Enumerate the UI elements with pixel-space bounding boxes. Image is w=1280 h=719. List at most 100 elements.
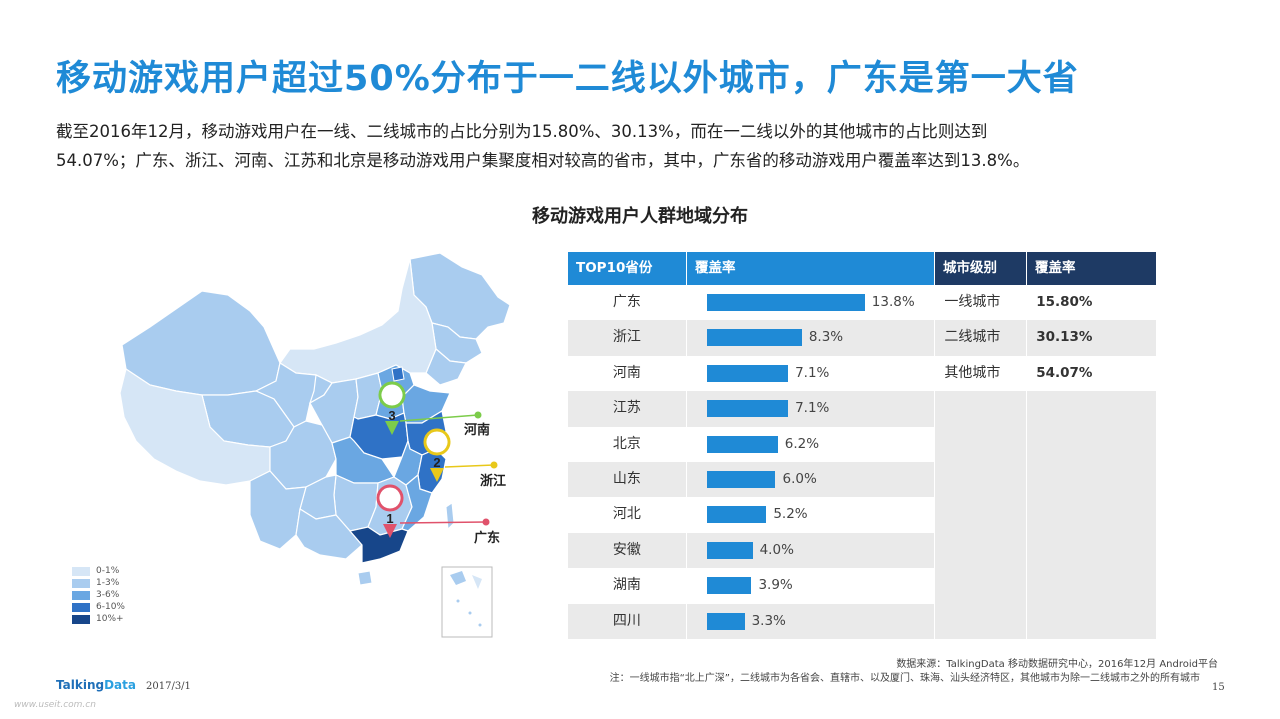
table-row: 河北 5.2% bbox=[568, 497, 1156, 533]
watermark: www.useit.com.cn bbox=[14, 700, 96, 710]
bar-cell: 7.1% bbox=[685, 391, 935, 427]
province-label: 河北 bbox=[612, 506, 641, 523]
tier-cell bbox=[934, 568, 1027, 604]
map-pin-icon: 2 bbox=[423, 428, 451, 482]
table-row: 江苏 7.1% bbox=[568, 391, 1156, 427]
callout-dot bbox=[490, 461, 498, 469]
coverage-bar bbox=[706, 506, 767, 524]
tier-rate-cell bbox=[1026, 568, 1156, 604]
legend-item: 0-1% bbox=[72, 565, 125, 577]
bar-cell: 5.2% bbox=[685, 497, 935, 533]
tier-rate-cell: 54.07% bbox=[1026, 355, 1156, 392]
tier-cell bbox=[934, 532, 1026, 569]
bar-cell: 3.9% bbox=[685, 568, 935, 604]
tier-cell bbox=[934, 391, 1026, 427]
legend-swatch bbox=[72, 590, 90, 600]
map-legend: 0-1% 1-3% 3-6% 6-10% 10%+ bbox=[72, 565, 125, 625]
header-province: TOP10省份 bbox=[568, 252, 686, 285]
province-label: 湖南 bbox=[612, 577, 641, 594]
tier-cell bbox=[934, 461, 1026, 498]
legend-swatch bbox=[72, 578, 90, 588]
coverage-bar bbox=[706, 577, 752, 595]
tier-rate-cell bbox=[1026, 497, 1156, 533]
svg-text:2: 2 bbox=[433, 455, 440, 470]
bar-value-label: 5.2% bbox=[773, 506, 808, 523]
province-label: 河南 bbox=[612, 364, 641, 381]
map-label-zhejiang: 浙江 bbox=[480, 474, 507, 489]
tier-rate-cell: 30.13% bbox=[1026, 320, 1156, 356]
table-row: 山东 6.0% bbox=[568, 461, 1156, 498]
tier-rate-cell bbox=[1026, 532, 1156, 569]
bar-cell: 13.8% bbox=[685, 285, 935, 321]
description: 截至2016年12月，移动游戏用户在一线、二线城市的占比分别为15.80%、30… bbox=[56, 117, 1236, 175]
table-row: 河南 7.1% 其他城市 54.07% bbox=[568, 355, 1156, 392]
legend-item: 3-6% bbox=[72, 589, 125, 601]
tier-cell: 二线城市 bbox=[934, 320, 1026, 356]
coverage-bar bbox=[706, 612, 745, 630]
tier-rate-cell: 15.80% bbox=[1026, 285, 1156, 321]
bar-value-label: 13.8% bbox=[871, 294, 915, 310]
table-row: 安徽 4.0% bbox=[568, 532, 1156, 569]
date: 2017/3/1 bbox=[146, 681, 191, 692]
header-tier: 城市级别 bbox=[934, 252, 1026, 285]
callout-dot bbox=[482, 518, 490, 526]
bar-value-label: 6.2% bbox=[784, 435, 820, 452]
bar-value-label: 6.0% bbox=[782, 470, 817, 487]
province-label: 浙江 bbox=[612, 329, 641, 346]
province-label: 安徽 bbox=[612, 541, 641, 558]
table-row: 湖南 3.9% bbox=[568, 568, 1156, 604]
legend-label: 0-1% bbox=[96, 566, 120, 576]
china-choropleth-map: 3 2 1 河南 浙江 广东 bbox=[110, 245, 530, 645]
tier-rate-cell bbox=[1026, 603, 1156, 639]
page-title: 移动游戏用户超过50%分布于一二线以外城市，广东是第一大省 bbox=[56, 59, 1079, 99]
callout-line bbox=[399, 414, 479, 422]
map-graphic: 3 2 1 bbox=[119, 252, 511, 638]
map-label-guangdong: 广东 bbox=[474, 531, 501, 546]
table-header: TOP10省份 覆盖率 城市级别 覆盖率 bbox=[568, 252, 1156, 285]
table-row: 四川 3.3% bbox=[568, 603, 1156, 639]
bar-cell: 6.2% bbox=[685, 426, 935, 462]
legend-label: 6-10% bbox=[96, 602, 125, 612]
map-label-henan: 河南 bbox=[464, 423, 491, 438]
bar-value-label: 7.1% bbox=[795, 400, 830, 417]
legend-item: 1-3% bbox=[72, 577, 125, 589]
legend-swatch bbox=[72, 602, 90, 612]
svg-text:1: 1 bbox=[386, 511, 393, 526]
data-source: 数据来源：TalkingData 移动数据研究中心，2016年12月 Andro… bbox=[896, 659, 1218, 670]
footnote: 注：一线城市指“北上广深”，二线城市为各省会、直辖市、以及厦门、珠海、汕头经济特… bbox=[609, 673, 1200, 684]
tier-rate-cell bbox=[1026, 426, 1156, 462]
tier-cell: 一线城市 bbox=[934, 285, 1026, 321]
legend-swatch bbox=[72, 614, 90, 624]
table-row: 浙江 8.3% 二线城市 30.13% bbox=[568, 320, 1156, 356]
bar-cell: 4.0% bbox=[685, 532, 935, 569]
coverage-bar bbox=[706, 400, 789, 418]
coverage-bar bbox=[706, 364, 789, 382]
bar-cell: 8.3% bbox=[685, 320, 935, 356]
coverage-bar bbox=[706, 470, 776, 488]
legend-item: 10%+ bbox=[72, 613, 125, 625]
coverage-table: TOP10省份 覆盖率 城市级别 覆盖率 广东 13.8% 一线城市 15.80% 浙江… bbox=[568, 252, 1156, 639]
header-tier-rate: 覆盖率 bbox=[1026, 252, 1156, 285]
tier-cell bbox=[934, 497, 1027, 533]
bar-value-label: 4.0% bbox=[759, 541, 794, 558]
province-label: 江苏 bbox=[612, 400, 641, 417]
province-label: 北京 bbox=[612, 435, 641, 452]
chart-title: 移动游戏用户人群地域分布 bbox=[0, 202, 1280, 228]
bar-cell: 3.3% bbox=[685, 603, 935, 639]
header-coverage: 覆盖率 bbox=[686, 252, 934, 285]
logo-text-b: Data bbox=[104, 678, 136, 692]
map-pin-icon: 3 bbox=[378, 381, 406, 435]
callout-dot bbox=[474, 411, 482, 419]
coverage-bar bbox=[706, 329, 802, 347]
bar-cell: 6.0% bbox=[685, 461, 935, 498]
province-label: 广东 bbox=[612, 294, 641, 310]
table-row: 北京 6.2% bbox=[568, 426, 1156, 462]
tier-rate-cell bbox=[1026, 391, 1156, 427]
chart-title-text: 移动游戏用户人群地域分布 bbox=[532, 206, 748, 227]
tier-cell bbox=[934, 603, 1026, 639]
legend-item: 6-10% bbox=[72, 601, 125, 613]
callout-line bbox=[444, 464, 495, 468]
description-line: 54.07%；广东、浙江、河南、江苏和北京是移动游戏用户集聚度相对较高的省市，其… bbox=[56, 151, 1030, 170]
bar-value-label: 3.9% bbox=[758, 577, 793, 594]
province-label: 四川 bbox=[612, 612, 641, 629]
